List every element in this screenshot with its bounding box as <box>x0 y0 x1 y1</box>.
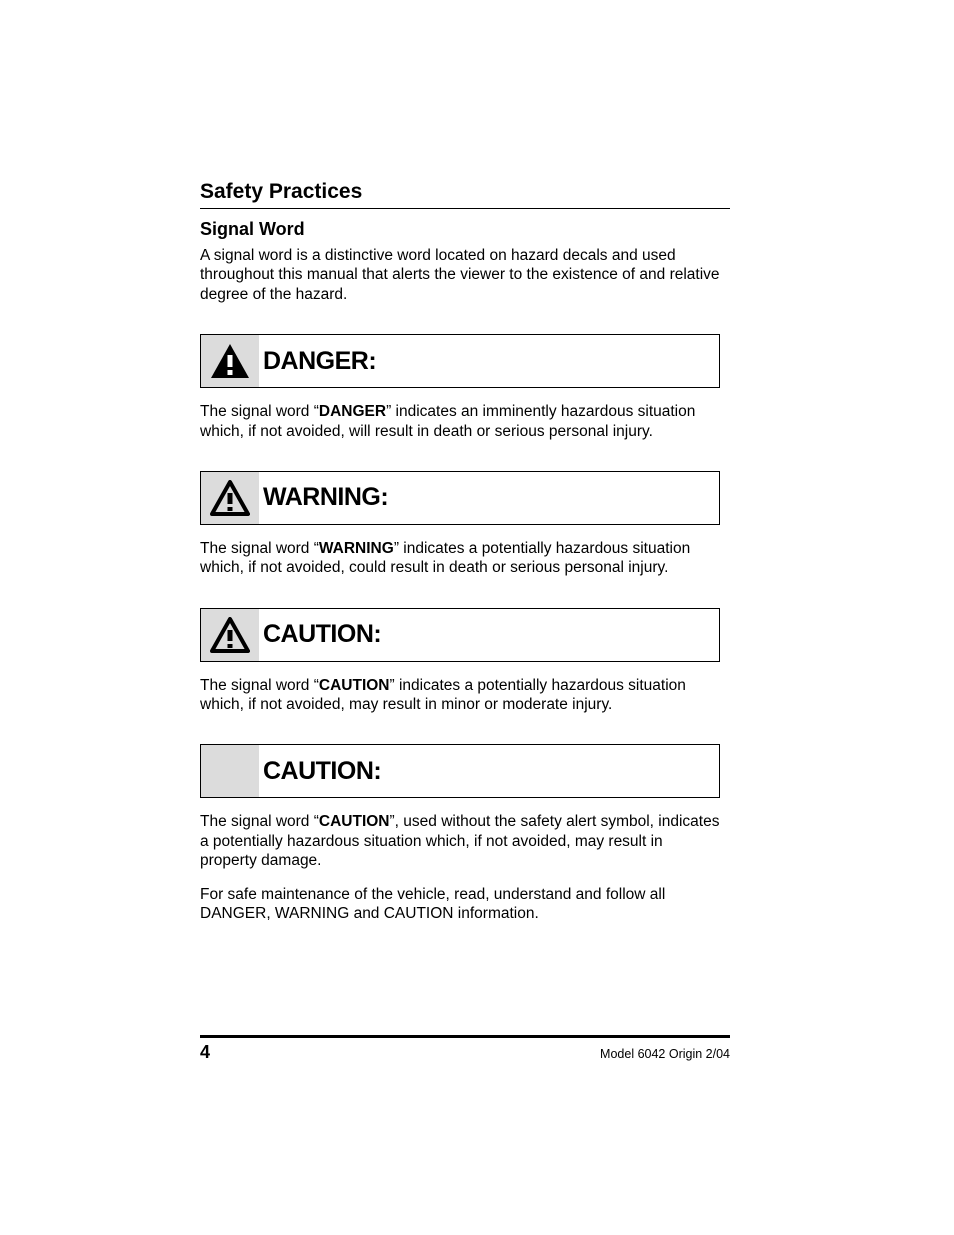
caution-box: CAUTION: <box>200 608 720 662</box>
danger-description: The signal word “DANGER” indicates an im… <box>200 402 720 441</box>
caution-label-cell: CAUTION: <box>259 609 719 661</box>
alert-triangle-filled-icon <box>210 343 250 379</box>
caution-description: The signal word “CAUTION” indicates a po… <box>200 676 720 715</box>
warning-word: WARNING <box>319 540 394 557</box>
danger-label: DANGER: <box>263 347 376 376</box>
warning-desc-pre: The signal word “ <box>200 540 319 557</box>
warning-label-cell: WARNING: <box>259 472 719 524</box>
danger-word: DANGER <box>319 403 386 420</box>
alert-triangle-outline-icon <box>210 617 250 653</box>
intro-paragraph: A signal word is a distinctive word loca… <box>200 246 720 304</box>
caution-label: CAUTION: <box>263 620 381 649</box>
page-footer: 4 Model 6042 Origin 2/04 <box>200 1035 730 1063</box>
caution2-word: CAUTION <box>319 813 390 830</box>
subheading: Signal Word <box>200 219 744 240</box>
caution-nosymbol-icon-cell <box>201 745 259 797</box>
heading-rule <box>200 208 730 209</box>
caution-icon-cell <box>201 609 259 661</box>
caution-desc-pre: The signal word “ <box>200 677 319 694</box>
danger-box: DANGER: <box>200 334 720 388</box>
page: Safety Practices Signal Word A signal wo… <box>0 0 954 1235</box>
alert-triangle-outline-icon <box>210 480 250 516</box>
section-heading: Safety Practices <box>200 180 744 204</box>
caution-nosymbol-box: CAUTION: <box>200 744 720 798</box>
warning-box: WARNING: <box>200 471 720 525</box>
danger-desc-pre: The signal word “ <box>200 403 319 420</box>
warning-icon-cell <box>201 472 259 524</box>
warning-description: The signal word “WARNING” indicates a po… <box>200 539 720 578</box>
caution-nosymbol-label: CAUTION: <box>263 757 381 786</box>
page-number: 4 <box>200 1042 210 1063</box>
caution-word: CAUTION <box>319 677 390 694</box>
footer-right-text: Model 6042 Origin 2/04 <box>600 1047 730 1061</box>
caution-nosymbol-description: The signal word “CAUTION”, used without … <box>200 812 720 870</box>
danger-icon-cell <box>201 335 259 387</box>
footer-rule <box>200 1035 730 1038</box>
caution-nosymbol-label-cell: CAUTION: <box>259 745 719 797</box>
caution2-desc-pre: The signal word “ <box>200 813 319 830</box>
danger-label-cell: DANGER: <box>259 335 719 387</box>
closing-paragraph: For safe maintenance of the vehicle, rea… <box>200 885 720 924</box>
warning-label: WARNING: <box>263 483 388 512</box>
footer-row: 4 Model 6042 Origin 2/04 <box>200 1042 730 1063</box>
